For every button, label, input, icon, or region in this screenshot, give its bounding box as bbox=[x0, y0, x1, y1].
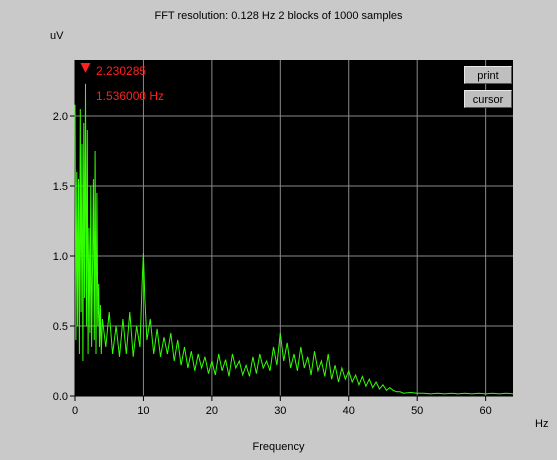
cursor-value-readout: 2.230285 bbox=[96, 64, 147, 78]
x-tick-label: 10 bbox=[137, 405, 149, 417]
cursor-marker[interactable] bbox=[80, 63, 91, 73]
x-tick-label: 50 bbox=[411, 405, 423, 417]
series-group bbox=[74, 83, 514, 395]
chart-title: FFT resolution: 0.128 Hz 2 blocks of 100… bbox=[154, 10, 403, 22]
cursor-triangle-icon[interactable] bbox=[80, 63, 91, 73]
axes: 0 10 20 30 40 50 60 0.0 0.5 1.0 1.5 2.0 bbox=[53, 60, 513, 417]
plot-area bbox=[75, 60, 513, 396]
x-axis-label: Frequency bbox=[252, 441, 305, 453]
y-tick-label: 0.0 bbox=[53, 391, 68, 403]
y-tick-label: 1.5 bbox=[53, 181, 68, 193]
y-tick-label: 1.0 bbox=[53, 251, 68, 263]
print-button[interactable]: print bbox=[464, 66, 512, 84]
y-axis-label: uV bbox=[50, 30, 64, 42]
x-tick-label: 60 bbox=[480, 405, 492, 417]
x-tick-label: 40 bbox=[343, 405, 355, 417]
cursor-frequency-readout: 1.536000 Hz bbox=[96, 89, 165, 103]
x-tick-label: 20 bbox=[206, 405, 218, 417]
spectrum-line bbox=[74, 83, 514, 395]
x-axis-unit: Hz bbox=[535, 418, 549, 430]
y-tick-label: 2.0 bbox=[53, 111, 68, 123]
y-tick-label: 0.5 bbox=[53, 321, 68, 333]
x-tick-label: 30 bbox=[274, 405, 286, 417]
x-tick-label: 0 bbox=[72, 405, 78, 417]
cursor-button[interactable]: cursor bbox=[464, 90, 512, 108]
